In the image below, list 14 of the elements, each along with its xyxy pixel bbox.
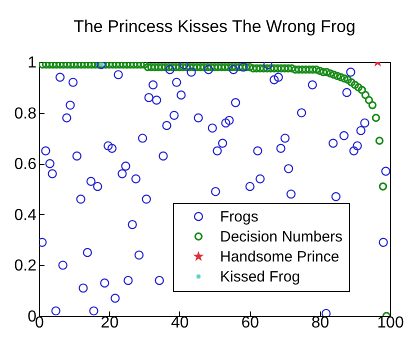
y-tick-label: 0.4 <box>14 206 37 224</box>
x-tick-label: 40 <box>171 314 189 332</box>
y-tick-label: 0.2 <box>14 258 37 275</box>
legend-label: Frogs <box>220 208 258 226</box>
x-tick-label: 100 <box>377 314 404 332</box>
y-tick-label: 0.8 <box>14 105 37 122</box>
y-tick-label: 0.6 <box>14 156 37 174</box>
legend-label: Decision Numbers <box>220 228 343 246</box>
legend-label: Kissed Frog <box>220 268 300 286</box>
x-tick-label: 80 <box>311 314 330 332</box>
legend-label: Handsome Prince <box>220 248 340 266</box>
y-tick-label: 1 <box>28 54 37 72</box>
chart-title: The Princess Kisses The Wrong Frog <box>74 17 356 36</box>
x-tick-label: 60 <box>241 314 260 332</box>
